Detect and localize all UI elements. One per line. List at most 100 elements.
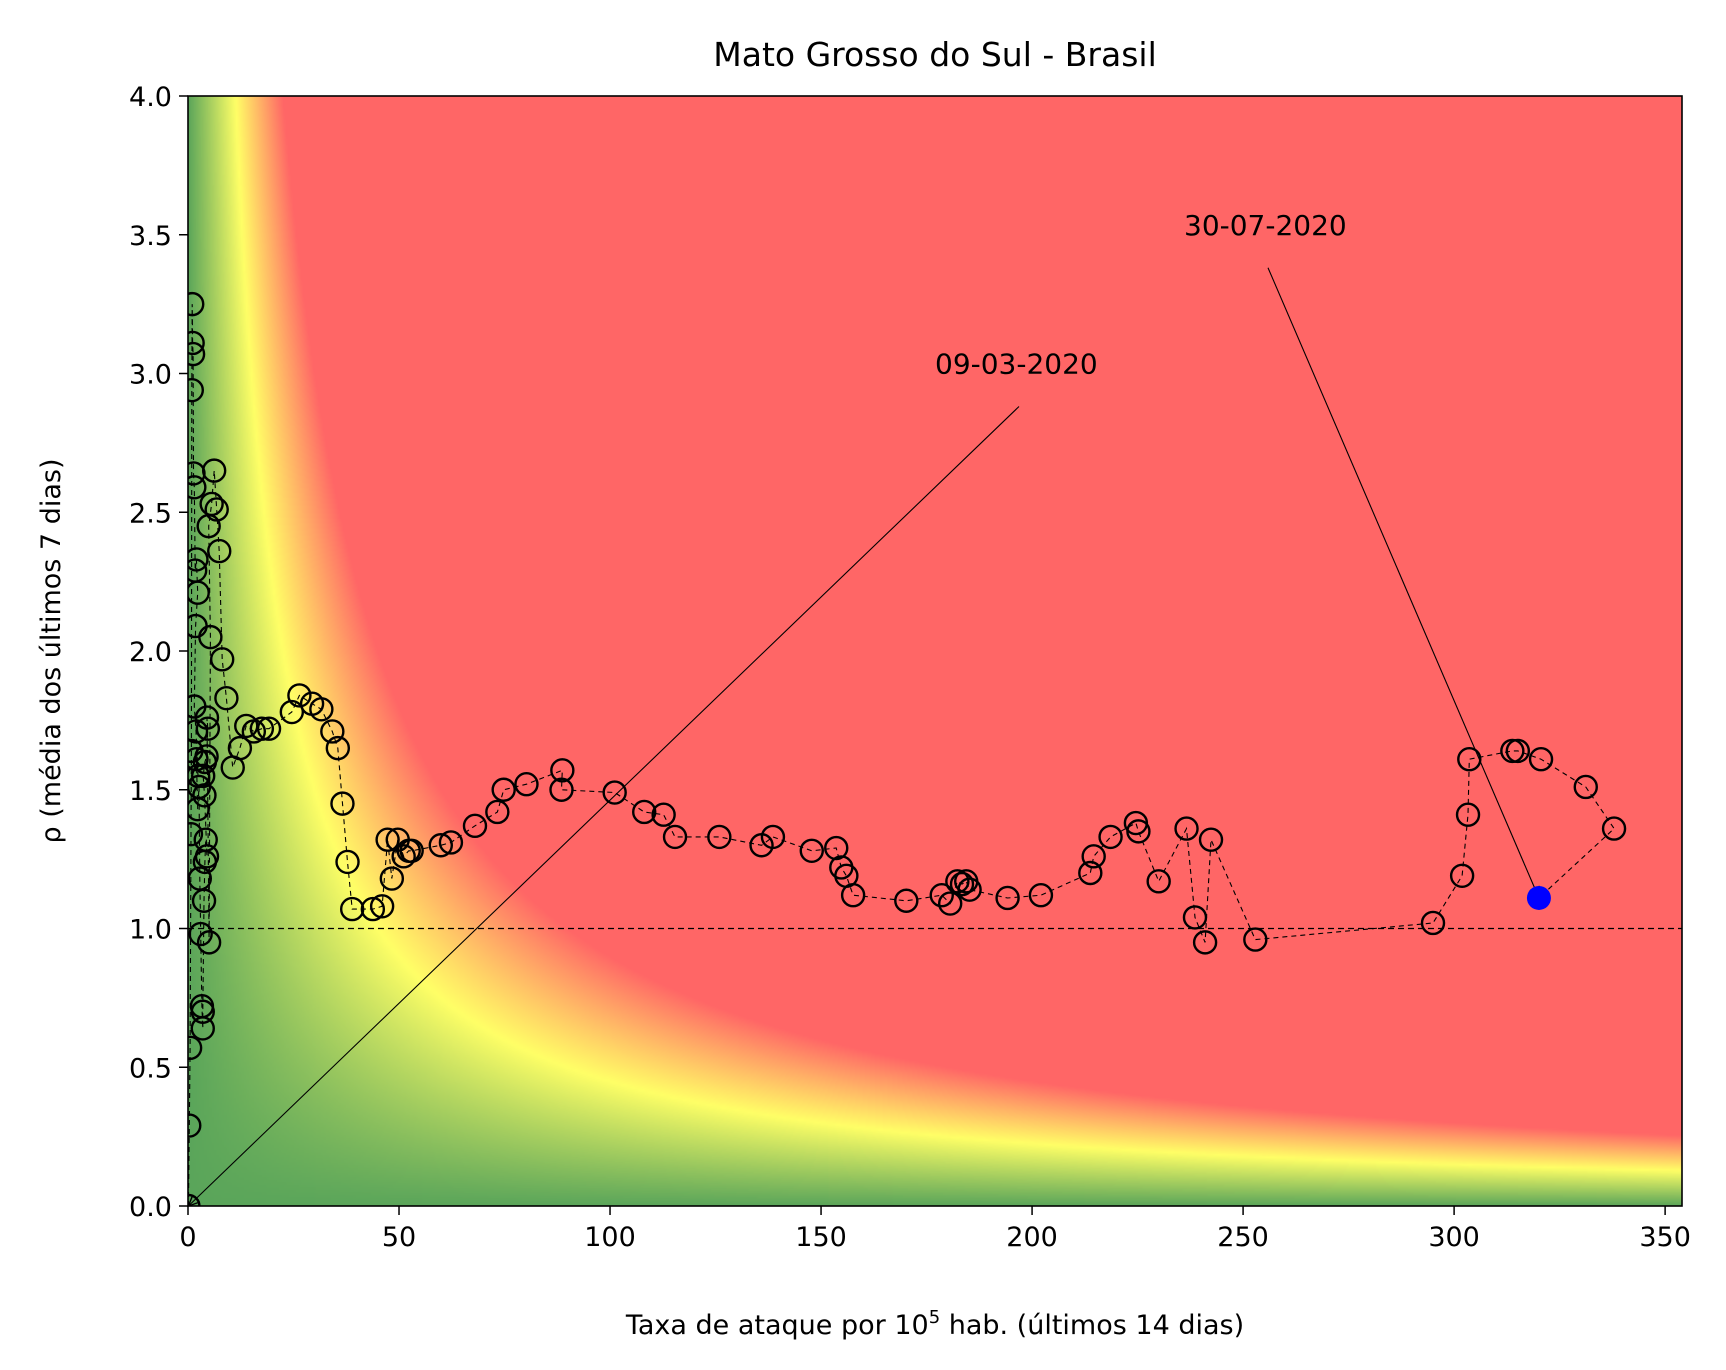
data-point: [602, 780, 627, 805]
x-tick-label: 0: [179, 1222, 196, 1253]
data-point: [335, 849, 360, 875]
data-point: [1192, 930, 1218, 955]
x-tick-label: 300: [1428, 1222, 1480, 1253]
data-point: [1505, 738, 1531, 764]
data-point: [957, 877, 982, 902]
data-point: [391, 844, 416, 869]
data-point: [485, 799, 510, 825]
y-tick-label: 1.5: [129, 776, 172, 807]
y-tick-label: 0.5: [129, 1053, 172, 1084]
data-point: [937, 891, 963, 916]
data-point: [190, 999, 215, 1024]
data-point: [945, 869, 970, 894]
y-tick-label: 4.0: [129, 82, 172, 113]
data-point: [287, 683, 312, 708]
data-point: [375, 827, 400, 852]
data-point: [188, 580, 210, 605]
data-point: [1528, 747, 1554, 772]
x-tick-label: 150: [795, 1222, 847, 1253]
y-tick-label: 2.5: [129, 498, 172, 529]
risk-heatmap: [188, 96, 1682, 1206]
data-point: [929, 883, 954, 908]
data-point: [1457, 747, 1482, 772]
data-point: [214, 685, 239, 711]
last-data-point: [1526, 885, 1551, 910]
data-point: [188, 1113, 202, 1138]
data-point: [760, 824, 786, 850]
chart-title: Mato Grosso do Sul - Brasil: [713, 35, 1157, 74]
data-point: [369, 894, 395, 919]
data-point: [188, 821, 204, 847]
data-point: [207, 538, 232, 564]
data-point: [1198, 827, 1224, 852]
data-point: [662, 824, 688, 850]
data-point: [194, 744, 219, 769]
annotation-arrow: [1267, 267, 1540, 900]
x-tick-label: 100: [584, 1222, 636, 1253]
data-point: [1098, 824, 1123, 850]
data-point: [192, 783, 217, 808]
data-point: [1174, 816, 1199, 841]
data-point: [1081, 844, 1106, 869]
data-point: [632, 799, 657, 825]
data-point: [1028, 883, 1054, 908]
data-point: [188, 475, 207, 500]
plot-area: 09-03-2020 30-07-2020: [187, 95, 1683, 1208]
data-point: [894, 888, 919, 913]
data-point: [1455, 802, 1481, 827]
y-axis: 0.0 0.5 1.0 1.5 2.0 2.5 3.0 3.5 4.0: [129, 82, 188, 1223]
data-point: [188, 547, 209, 572]
data-point: [209, 647, 235, 672]
y-tick-label: 2.0: [129, 637, 172, 668]
data-point: [188, 341, 206, 367]
data-point: [1182, 905, 1208, 930]
annotation-label: 09-03-2020: [935, 348, 1098, 381]
data-point: [195, 716, 221, 741]
data-point: [360, 896, 386, 922]
data-point: [194, 844, 220, 869]
data-point: [949, 871, 975, 897]
x-axis-label-prefix: Taxa de ataque por 10: [625, 1310, 929, 1341]
data-point: [438, 830, 464, 855]
data-point: [399, 838, 424, 863]
data-point: [462, 813, 488, 839]
data-point: [279, 699, 305, 725]
data-point: [330, 791, 355, 816]
data-point: [194, 705, 220, 730]
data-point: [196, 930, 222, 955]
data-point: [491, 777, 516, 802]
data-point: [188, 377, 204, 403]
y-tick-label: 1.0: [129, 915, 172, 946]
data-point: [204, 497, 229, 522]
data-point: [1126, 819, 1151, 844]
data-point: [188, 291, 205, 317]
data-point: [191, 888, 217, 913]
data-point: [1573, 774, 1598, 800]
data-point: [1078, 860, 1103, 886]
data-point: [1500, 738, 1525, 764]
x-axis-label-superscript: 5: [929, 1307, 940, 1328]
data-point: [188, 330, 205, 356]
data-point: [799, 838, 824, 863]
x-tick-label: 200: [1006, 1222, 1058, 1253]
data-point: [1420, 910, 1446, 936]
data-point: [840, 883, 866, 908]
data-point: [1243, 927, 1268, 952]
data-point: [193, 827, 218, 852]
data-point: [514, 772, 539, 797]
data-point: [320, 719, 345, 744]
y-tick-label: 3.0: [129, 360, 172, 391]
data-point: [188, 921, 213, 947]
x-axis: 0 50 100 150 200 250 300 350: [179, 1206, 1691, 1253]
data-point: [249, 716, 275, 741]
data-point: [1146, 869, 1171, 894]
x-tick-label: 350: [1639, 1222, 1691, 1253]
data-point: [309, 697, 334, 722]
data-point: [201, 458, 227, 483]
y-tick-label: 0.0: [129, 1192, 172, 1223]
trajectory-line: [188, 304, 1615, 1206]
x-tick-label: 250: [1217, 1222, 1269, 1253]
data-point: [428, 833, 453, 858]
y-axis-label: ρ (média dos últimos 7 dias): [36, 459, 67, 844]
